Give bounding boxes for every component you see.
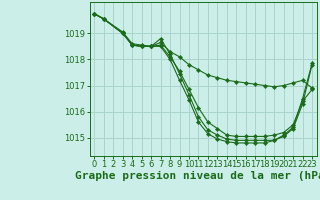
X-axis label: Graphe pression niveau de la mer (hPa): Graphe pression niveau de la mer (hPa) bbox=[75, 171, 320, 181]
